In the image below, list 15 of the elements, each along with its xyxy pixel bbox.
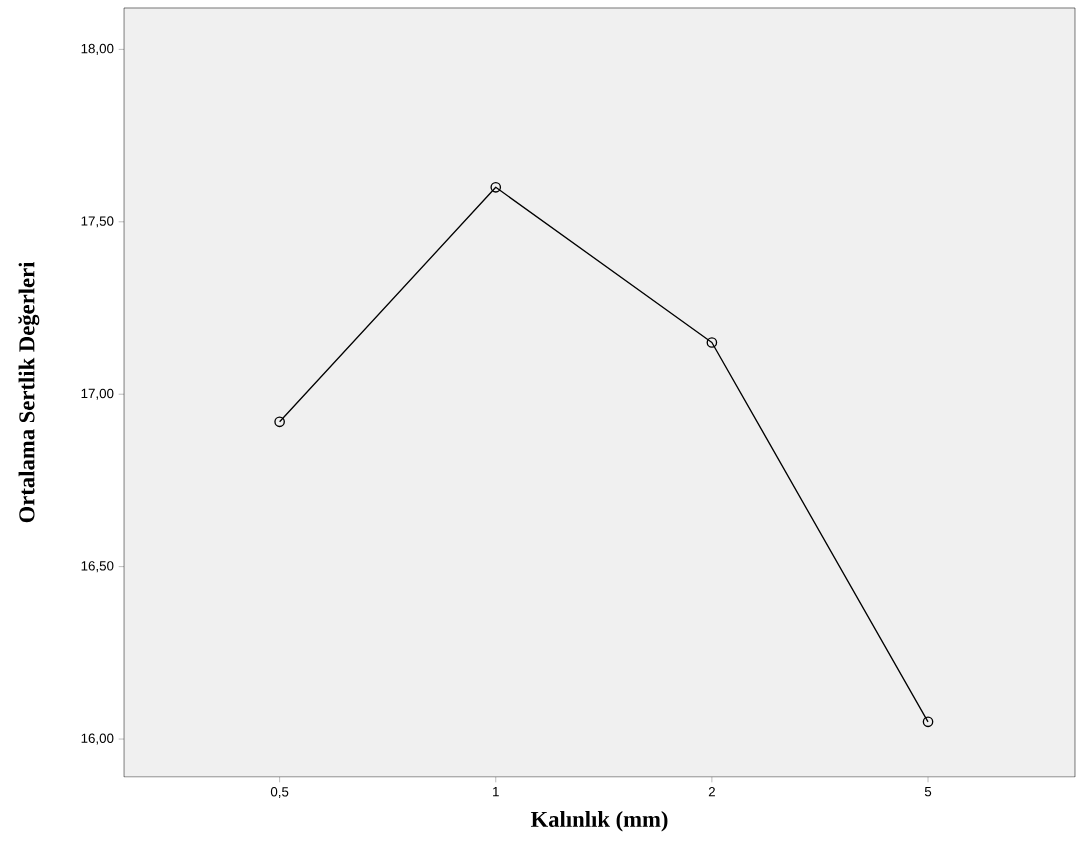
x-tick-label: 0,5 [270,787,289,799]
y-axis-title: Ortalama Sertlik Değerleri [18,261,40,523]
x-tick-label: 5 [924,787,932,797]
x-tick-label: 2 [708,787,715,797]
y-tick-label: 16,50 [81,561,114,573]
point [274,416,285,428]
y-tick-label: 17,00 [81,388,114,400]
point [922,716,934,728]
x-axis-title: Kalınlık (mm) [530,811,668,832]
y-tick-label: 17,50 [81,216,114,228]
y-tick-label: 16,00 [81,733,114,745]
y-tick-label: 18,00 [81,43,114,55]
point [706,337,718,348]
point [490,181,502,193]
x-tick-label: 1 [493,787,499,797]
